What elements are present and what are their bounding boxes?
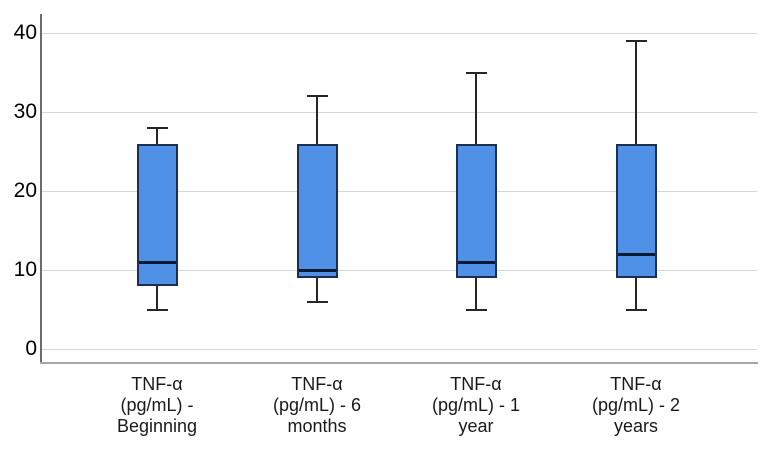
y-tick-label: 20	[13, 179, 37, 202]
whisker-upper-line	[156, 127, 158, 144]
x-category-label: TNF-α (pg/mL) - Beginning	[77, 374, 237, 437]
x-category-label-line: years	[613, 416, 658, 436]
whisker-lower-line	[475, 277, 477, 310]
box	[136, 143, 178, 286]
gridline	[41, 112, 757, 113]
whisker-upper-line	[475, 72, 477, 144]
gridline	[41, 270, 757, 271]
x-category-label-line: months	[287, 416, 347, 436]
x-category-label-line: TNF-α	[291, 374, 343, 394]
y-tick-label: 40	[13, 21, 37, 44]
median-line	[617, 253, 655, 256]
whisker-lower-line	[156, 285, 158, 310]
x-category-label: TNF-α (pg/mL) - 6 months	[237, 374, 397, 437]
gridline	[41, 191, 757, 192]
box	[455, 143, 497, 278]
x-category-label-line: (pg/mL) -	[120, 395, 194, 415]
y-tick-label: 30	[13, 100, 37, 123]
whisker-lower-cap	[465, 308, 487, 311]
whisker-lower-line	[316, 277, 318, 302]
y-tick-label: 0	[25, 337, 37, 360]
whisker-upper-cap	[625, 39, 647, 42]
gridline	[41, 349, 757, 350]
x-category-label-line: Beginning	[116, 416, 198, 436]
x-category-label-line: TNF-α	[131, 374, 183, 394]
y-axis-line	[40, 14, 42, 363]
x-category-label: TNF-α (pg/mL) - 2 years	[556, 374, 716, 437]
gridline	[41, 33, 757, 34]
x-category-label-line: year	[458, 416, 494, 436]
whisker-upper-cap	[465, 71, 487, 74]
x-category-label-line: (pg/mL) - 2	[591, 395, 681, 415]
x-axis-line	[40, 362, 758, 364]
x-category-label-line: (pg/mL) - 1	[431, 395, 521, 415]
x-category-label-line: TNF-α	[610, 374, 662, 394]
box	[615, 143, 657, 278]
median-line	[138, 261, 176, 264]
x-category-label-line: (pg/mL) - 6	[272, 395, 362, 415]
whisker-lower-cap	[625, 308, 647, 311]
box	[296, 143, 338, 278]
whisker-upper-line	[316, 96, 318, 144]
whisker-lower-line	[635, 277, 637, 310]
median-line	[457, 261, 495, 264]
x-category-label: TNF-α (pg/mL) - 1 year	[396, 374, 556, 437]
median-line	[298, 269, 336, 272]
y-tick-label: 10	[13, 258, 37, 281]
whisker-lower-cap	[306, 300, 328, 303]
whisker-upper-cap	[306, 95, 328, 98]
whisker-upper-line	[635, 40, 637, 144]
x-category-label-line: TNF-α	[450, 374, 502, 394]
whisker-lower-cap	[146, 308, 168, 311]
whisker-upper-cap	[146, 126, 168, 129]
